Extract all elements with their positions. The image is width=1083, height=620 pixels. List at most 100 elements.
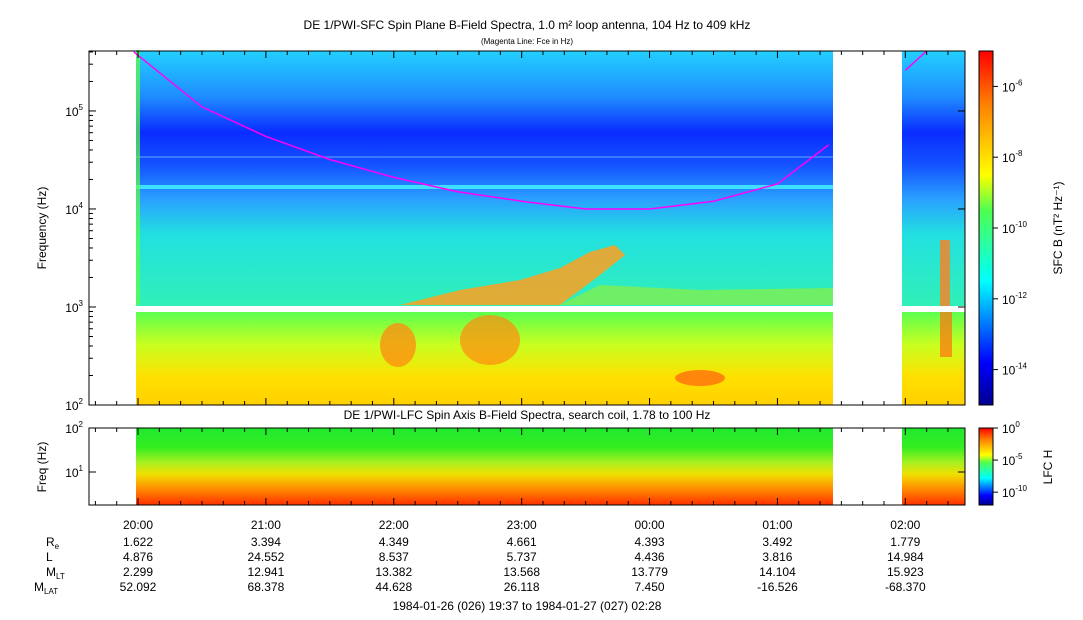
time-range-label: 1984-01-26 (026) 19:37 to 1984-01-27 (02… xyxy=(393,599,662,613)
top-y-tick-label-exp: 3 xyxy=(79,299,84,308)
ephemeris-value: 13.382 xyxy=(375,565,412,579)
lfc-colorbar-tick-label-base: 10 xyxy=(1002,422,1016,436)
ephemeris-value: 26.118 xyxy=(504,580,540,594)
top-y-axis-label: Frequency (Hz) xyxy=(35,187,49,270)
bottom-y-tick-label: 101 xyxy=(65,464,83,480)
top-y-tick-label: 104 xyxy=(65,201,83,217)
sfc-colorbar-tick-label: 10-14 xyxy=(1002,362,1027,378)
top-y-tick-label-exp: 5 xyxy=(79,103,84,112)
sfc-colorbar-label: SFC B (nT² Hz⁻¹) xyxy=(1051,182,1065,275)
sfc-colorbar-tick-label-exp: -8 xyxy=(1015,149,1023,158)
bottom-y-tick-label-base: 10 xyxy=(65,466,79,480)
top-y-tick-label: 102 xyxy=(65,397,83,413)
sfc-colorbar-tick-label-exp: -6 xyxy=(1015,78,1023,87)
time-tick-label: 21:00 xyxy=(251,518,281,532)
ephemeris-value: -16.526 xyxy=(757,580,798,594)
lfc-colorbar-tick-label-exp: -10 xyxy=(1015,484,1027,493)
time-tick-label: 20:00 xyxy=(123,518,153,532)
lfc-colorbar-label: LFC H xyxy=(1041,450,1055,485)
ephemeris-value: 7.450 xyxy=(635,580,665,594)
lfc-spectrogram-late xyxy=(902,428,965,505)
ephemeris-value: 4.876 xyxy=(123,550,153,564)
top-y-tick-label: 103 xyxy=(65,299,83,315)
sfc-colorbar-tick-label-base: 10 xyxy=(1002,293,1016,307)
top-y-tick-label-exp: 4 xyxy=(79,201,84,210)
bottom-panel-frame xyxy=(88,427,966,506)
sfc-colorbar-tick-label-base: 10 xyxy=(1002,80,1016,94)
ephemeris-value: 14.984 xyxy=(887,550,924,564)
time-tick-label: 01:00 xyxy=(762,518,792,532)
sfc-colorbar-tick-label-base: 10 xyxy=(1002,364,1016,378)
bottom-y-axis-label: Freq (Hz) xyxy=(35,442,49,493)
fce-line xyxy=(133,51,830,210)
time-tick-label: 02:00 xyxy=(890,518,920,532)
time-tick-label: 23:00 xyxy=(507,518,537,532)
ephemeris-value: 4.349 xyxy=(379,535,409,549)
top-panel-title: DE 1/PWI-SFC Spin Plane B-Field Spectra,… xyxy=(304,18,751,32)
ephemeris-value: 1.779 xyxy=(890,535,920,549)
lfc-colorbar-tick-label-base: 10 xyxy=(1002,454,1016,468)
ephemeris-value: 44.628 xyxy=(375,580,412,594)
time-tick-label: 22:00 xyxy=(379,518,409,532)
ephemeris-value: 2.299 xyxy=(123,565,153,579)
sfc-spectrogram-hf xyxy=(136,50,965,306)
sfc-colorbar-tick-label-exp: -14 xyxy=(1015,362,1027,371)
sfc-colorbar-tick-label-exp: -12 xyxy=(1015,291,1027,300)
top-y-tick-label-base: 10 xyxy=(65,399,79,413)
bottom-y-tick-label-base: 10 xyxy=(65,422,79,436)
top-y-tick-label: 105 xyxy=(65,103,83,119)
ephemeris-value: 68.378 xyxy=(248,580,285,594)
sfc-emission-band xyxy=(400,245,625,305)
sfc-edge-column xyxy=(136,50,140,305)
ephemeris-value: 3.816 xyxy=(762,550,792,564)
sfc-lf-burst-3 xyxy=(675,370,725,386)
ephemeris-value: 13.779 xyxy=(631,565,668,579)
sfc-spectrogram-lf xyxy=(136,312,965,405)
ephemeris-value: 4.436 xyxy=(635,550,665,564)
sfc-lf-burst-1 xyxy=(380,323,416,367)
time-tick-label: 00:00 xyxy=(635,518,665,532)
ephemeris-row-label: MLT xyxy=(46,565,65,581)
top-panel-subtitle: (Magenta Line: Fce in Hz) xyxy=(481,37,573,46)
bottom-y-tick-label: 102 xyxy=(65,420,83,436)
ephemeris-label-main: M xyxy=(34,580,44,594)
lfc-colorbar-tick-label: 10-5 xyxy=(1002,452,1023,468)
lfc-colorbar-tick-label-exp: 0 xyxy=(1015,420,1020,429)
ephemeris-value: 14.104 xyxy=(759,565,796,579)
ephemeris-table: Re 1.622 3.394 4.349 4.661 4.393 3.492 1.779 L 4.… xyxy=(34,535,926,596)
sfc-interference-line xyxy=(136,185,833,189)
top-y-tick-label-base: 10 xyxy=(65,203,79,217)
lfc-colorbar-tick-label-exp: -5 xyxy=(1015,452,1023,461)
sfc-colorbar-tick-label-exp: -10 xyxy=(1015,220,1027,229)
top-y-tick-label-exp: 2 xyxy=(79,397,84,406)
ephemeris-label-main: M xyxy=(46,565,56,579)
top-y-tick-label-base: 10 xyxy=(65,105,79,119)
ephemeris-label-sub: LT xyxy=(56,572,65,581)
sfc-emission-tail xyxy=(560,285,833,305)
ephemeris-row-label: L xyxy=(46,550,53,564)
ephemeris-value: 4.661 xyxy=(507,535,537,549)
sfc-colorbar-tick-label: 10-10 xyxy=(1002,220,1027,236)
sfc-hf-block-main xyxy=(136,51,833,306)
lfc-colorbar-tick-label-base: 10 xyxy=(1002,486,1016,500)
fce-line-late xyxy=(904,50,928,71)
lfc-spectrogram-main xyxy=(136,428,833,505)
ephemeris-value: 3.394 xyxy=(251,535,281,549)
sfc-lf-burst-late xyxy=(940,312,952,357)
sfc-lf-block-late xyxy=(902,312,965,405)
ephemeris-row-label: Re xyxy=(46,535,60,551)
bottom-y-tick-label-exp: 1 xyxy=(79,464,84,473)
sfc-late-burst xyxy=(940,240,950,306)
sfc-colorbar-tick-label: 10-6 xyxy=(1002,78,1023,94)
ephemeris-row-label: MLAT xyxy=(34,580,58,596)
sfc-lf-burst-2 xyxy=(460,315,520,365)
sfc-colorbar-tick-label-base: 10 xyxy=(1002,222,1016,236)
ephemeris-value: 3.492 xyxy=(762,535,792,549)
ephemeris-value: 24.552 xyxy=(248,550,285,564)
sfc-colorbar-tick-label: 10-12 xyxy=(1002,291,1027,307)
bottom-y-tick-label-exp: 2 xyxy=(79,420,84,429)
